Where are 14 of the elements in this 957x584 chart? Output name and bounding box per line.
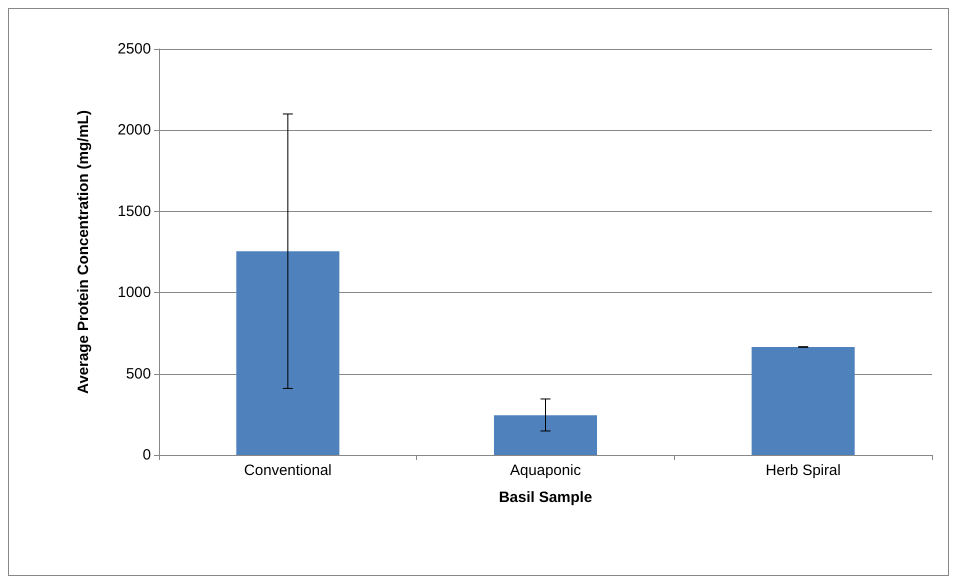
y-tick-label: 1500 (118, 202, 151, 220)
y-tick-label: 1000 (118, 284, 151, 302)
y-tick-label: 0 (142, 446, 151, 464)
x-axis-title: Basil Sample (498, 489, 592, 506)
x-tick-label: Aquaponic (510, 462, 582, 479)
y-axis-title: Average Protein Concentration (mg/mL) (75, 110, 92, 394)
bar (236, 251, 340, 455)
bar (494, 415, 598, 455)
y-tick-label: 500 (126, 365, 151, 382)
x-tick-label: Conventional (244, 462, 332, 479)
bar (752, 347, 855, 455)
x-tick-label: Herb Spiral (766, 462, 841, 479)
y-tick-label: 2000 (118, 122, 151, 139)
y-tick-label: 2500 (118, 40, 151, 58)
